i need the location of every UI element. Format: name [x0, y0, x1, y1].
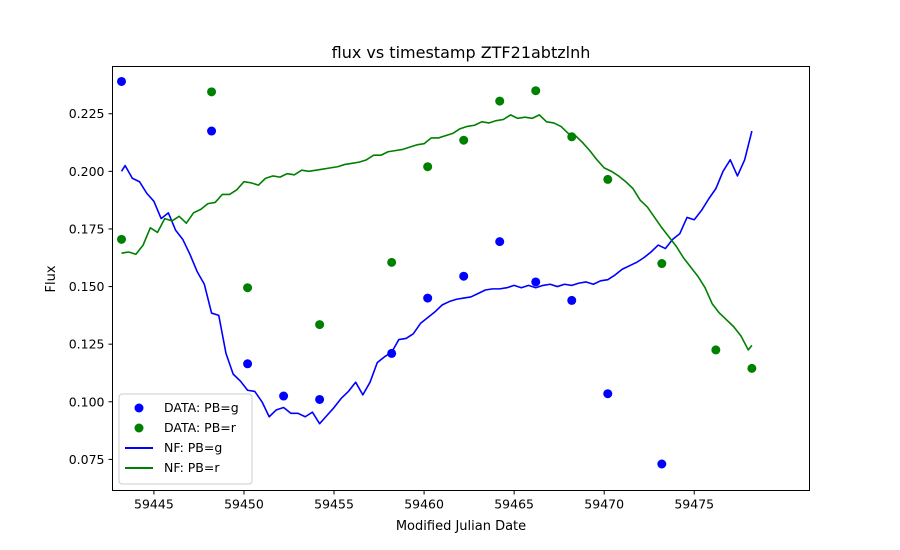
legend-label-nf-g: NF: PB=g — [164, 440, 222, 455]
data-point-g — [531, 277, 541, 287]
data-point-r — [423, 162, 433, 172]
data-point-r — [387, 257, 397, 267]
x-axis-label: Modified Julian Date — [396, 519, 526, 534]
y-tick-label: 0.175 — [69, 221, 105, 236]
data-point-g — [207, 126, 217, 136]
data-point-r — [315, 320, 325, 330]
y-tick-label: 0.125 — [69, 337, 105, 352]
y-tick-label: 0.150 — [69, 279, 105, 294]
data-point-g — [603, 389, 613, 399]
data-point-r — [657, 259, 667, 269]
x-tick-label: 59475 — [674, 497, 714, 512]
data-point-r — [243, 283, 253, 293]
data-point-g — [387, 348, 397, 358]
data-point-g — [657, 459, 667, 469]
y-tick-label: 0.200 — [69, 164, 105, 179]
x-tick-label: 59450 — [224, 497, 264, 512]
y-axis-label: Flux — [44, 265, 59, 292]
data-point-r — [459, 135, 469, 145]
legend-label-nf-r: NF: PB=r — [164, 460, 220, 475]
data-point-g — [117, 76, 127, 86]
data-point-r — [747, 363, 757, 373]
data-point-g — [423, 293, 433, 303]
data-point-g — [315, 394, 325, 404]
legend-label-data-g: DATA: PB=g — [164, 400, 239, 415]
chart-title: flux vs timestamp ZTF21abtzlnh — [332, 43, 591, 62]
data-point-g — [243, 359, 253, 369]
y-axis: 0.075 0.100 0.125 0.150 0.175 0.200 0.225 — [69, 106, 113, 467]
data-point-r — [495, 96, 505, 106]
legend-box — [118, 393, 253, 485]
series-line-nf-r — [121, 114, 753, 351]
x-tick-label: 59445 — [134, 497, 174, 512]
y-tick-label: 0.225 — [69, 106, 105, 121]
data-point-r — [531, 86, 541, 96]
plot-frame — [112, 66, 810, 491]
legend-label-data-r: DATA: PB=r — [164, 420, 237, 435]
data-point-g — [495, 237, 505, 247]
data-point-g — [459, 271, 469, 281]
data-point-r — [207, 87, 217, 97]
x-tick-label: 59460 — [404, 497, 444, 512]
legend-marker-data-g — [134, 403, 144, 413]
x-tick-label: 59465 — [494, 497, 534, 512]
y-tick-label: 0.075 — [69, 452, 105, 467]
data-point-r — [603, 174, 613, 184]
y-tick-label: 0.100 — [69, 394, 105, 409]
x-tick-label: 59455 — [314, 497, 354, 512]
x-axis: 59445 59450 59455 59460 59465 59470 59475 — [134, 490, 714, 512]
data-point-r — [567, 132, 577, 142]
x-tick-label: 59470 — [584, 497, 624, 512]
data-point-g — [567, 295, 577, 305]
legend: DATA: PB=g DATA: PB=r NF: PB=g NF: PB=r — [118, 393, 253, 485]
data-point-g — [279, 391, 289, 401]
data-point-r — [711, 345, 721, 355]
data-point-r — [117, 234, 127, 244]
legend-marker-data-r — [134, 423, 144, 433]
series-line-nf-g — [120, 130, 753, 425]
plot-layer — [117, 76, 757, 469]
